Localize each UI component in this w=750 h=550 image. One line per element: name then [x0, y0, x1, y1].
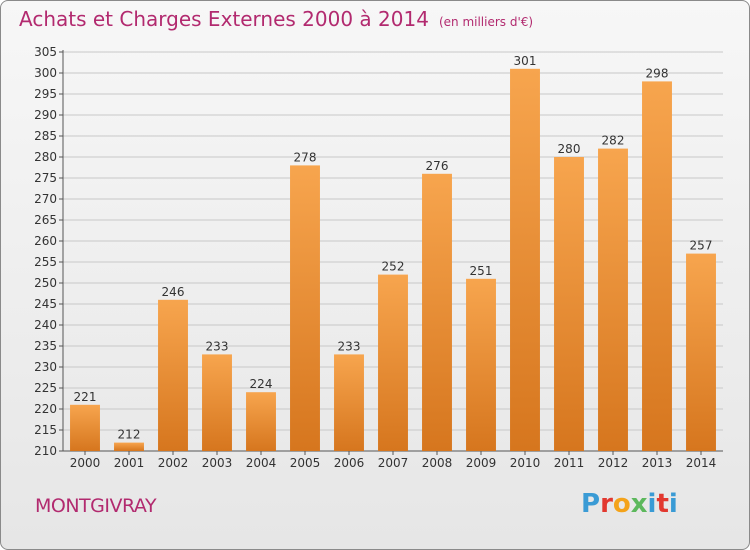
data-label-2013: 298	[646, 66, 669, 80]
data-label-2014: 257	[690, 239, 713, 253]
data-label-2008: 276	[426, 159, 449, 173]
data-label-2001: 212	[118, 428, 141, 442]
bar-2014	[686, 253, 716, 451]
bar-2008	[422, 173, 452, 452]
x-tick-label: 2001	[114, 456, 145, 470]
x-tick-label: 2011	[554, 456, 585, 470]
x-tick-label: 2008	[422, 456, 453, 470]
y-tick-label: 300	[34, 66, 57, 80]
x-tick-label: 2009	[466, 456, 497, 470]
x-tick-label: 2013	[642, 456, 673, 470]
proxiti-logo[interactable]: Proxiti	[581, 489, 678, 519]
data-label-2005: 278	[294, 150, 317, 164]
bar-2011	[554, 157, 584, 451]
data-label-2012: 282	[602, 134, 625, 148]
x-tick-label: 2006	[334, 456, 365, 470]
data-label-2003: 233	[206, 339, 229, 353]
logo-letter: o	[612, 489, 631, 519]
x-tick-label: 2010	[510, 456, 541, 470]
logo-letter: r	[600, 489, 613, 519]
bar-2013	[642, 81, 672, 452]
x-tick-label: 2004	[246, 456, 277, 470]
bar-2007	[378, 274, 408, 451]
axes: 210 215 220 225 230 235 240 245 250 255 260 265 270 2…	[34, 45, 723, 470]
y-tick-label: 255	[34, 255, 57, 269]
y-tick-label: 220	[34, 402, 57, 416]
logo-letter: x	[630, 489, 648, 519]
data-label-2004: 224	[250, 377, 273, 391]
y-tick-label: 295	[34, 87, 57, 101]
data-label-2006: 233	[338, 339, 361, 353]
logo-letter: i	[647, 489, 657, 519]
y-tick-label: 275	[34, 171, 57, 185]
bar-2010	[510, 68, 540, 452]
data-label-2007: 252	[382, 260, 405, 274]
y-tick-label: 235	[34, 339, 57, 353]
y-tick-label: 265	[34, 213, 57, 227]
bar-2012	[598, 148, 628, 451]
logo-letter: i	[668, 489, 678, 519]
x-tick-label: 2007	[378, 456, 409, 470]
data-label-2011: 280	[558, 142, 581, 156]
bars	[70, 68, 716, 452]
data-label-2010: 301	[514, 54, 537, 68]
y-tick-label: 290	[34, 108, 57, 122]
y-tick-label: 215	[34, 423, 57, 437]
commune-name: MONTGIVRAY	[35, 495, 157, 517]
y-tick-label: 230	[34, 360, 57, 374]
y-tick-label: 225	[34, 381, 57, 395]
x-tick-label: 2014	[686, 456, 717, 470]
data-labels: 221 212 246 233 224 278 233 252 276 251 301 280 282 2…	[74, 54, 713, 442]
y-tick-label: 250	[34, 276, 57, 290]
data-label-2000: 221	[74, 390, 97, 404]
x-tick-label: 2002	[158, 456, 189, 470]
bar-2006	[334, 354, 364, 451]
x-tick-label: 2000	[70, 456, 101, 470]
x-tick-label: 2012	[598, 456, 629, 470]
chart-title: Achats et Charges Externes 2000 à 2014	[19, 7, 429, 31]
bar-2009	[466, 278, 496, 451]
y-tick-label: 305	[34, 45, 57, 59]
bar-2000	[70, 404, 100, 451]
logo-letter: t	[656, 489, 669, 519]
bar-2005	[290, 165, 320, 451]
y-tick-label: 270	[34, 192, 57, 206]
y-tick-label: 245	[34, 297, 57, 311]
data-label-2009: 251	[470, 264, 493, 278]
logo-letter: P	[581, 489, 601, 519]
y-tick-label: 210	[34, 444, 57, 458]
x-tick-label: 2003	[202, 456, 233, 470]
data-label-2002: 246	[162, 285, 185, 299]
y-tick-label: 260	[34, 234, 57, 248]
chart-title-block: Achats et Charges Externes 2000 à 2014 (e…	[19, 7, 533, 31]
y-tick-label: 285	[34, 129, 57, 143]
bar-2002	[158, 299, 188, 451]
bar-2004	[246, 392, 276, 451]
y-tick-label: 280	[34, 150, 57, 164]
y-tick-label: 240	[34, 318, 57, 332]
chart-unit: (en milliers d'€)	[438, 15, 534, 29]
bar-2003	[202, 354, 232, 451]
bar-2001	[114, 442, 144, 451]
x-tick-label: 2005	[290, 456, 321, 470]
